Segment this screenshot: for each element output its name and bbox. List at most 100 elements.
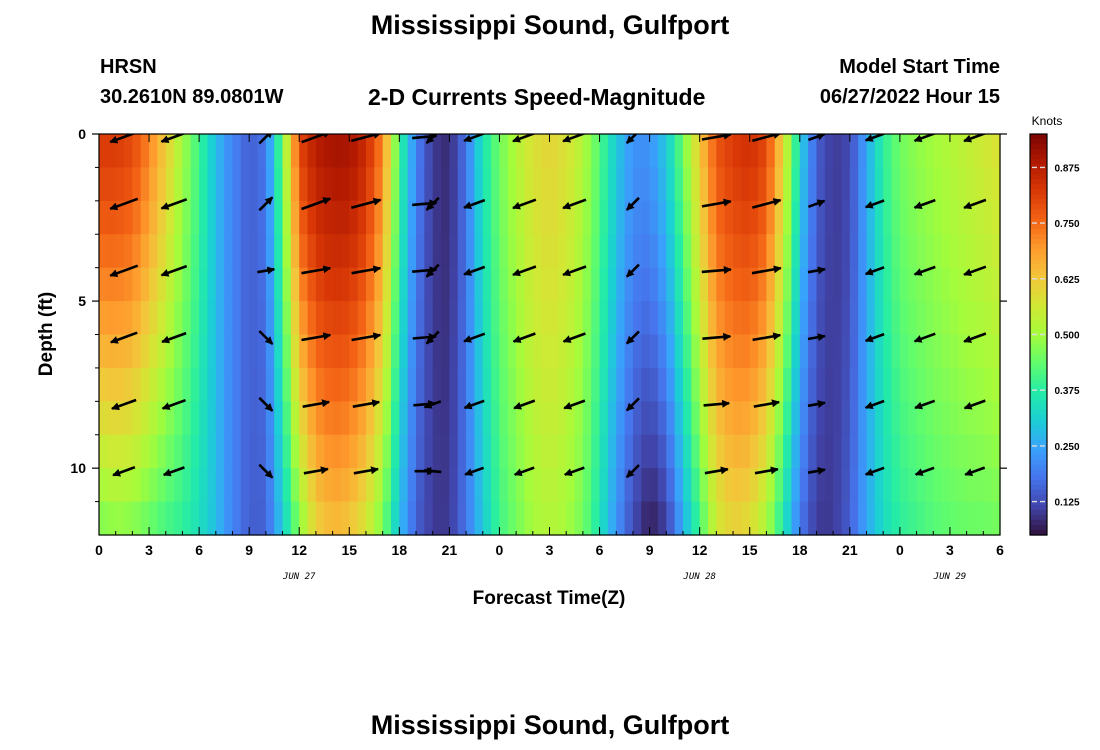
heatmap-cell bbox=[516, 367, 526, 402]
heatmap-cell bbox=[716, 434, 726, 469]
heatmap-cell bbox=[682, 267, 692, 302]
heatmap-cell bbox=[174, 501, 184, 536]
heatmap-cell bbox=[908, 200, 918, 235]
heatmap-cell bbox=[666, 301, 676, 336]
heatmap-cell bbox=[758, 468, 767, 503]
heatmap-cell bbox=[299, 334, 309, 369]
heatmap-cell bbox=[649, 200, 659, 235]
heatmap-cell bbox=[716, 234, 726, 269]
heatmap-cell bbox=[516, 267, 526, 302]
heatmap-cell bbox=[482, 434, 492, 469]
heatmap-cell bbox=[699, 434, 709, 469]
heatmap-cell bbox=[240, 267, 250, 302]
heatmap-cell bbox=[499, 267, 509, 302]
heatmap-cell bbox=[858, 234, 868, 269]
heatmap-cell bbox=[899, 401, 909, 436]
heatmap-cell bbox=[149, 401, 158, 436]
heatmap-cell bbox=[107, 301, 117, 336]
heatmap-cell bbox=[165, 468, 175, 503]
x-date-label: JUN 29 bbox=[933, 572, 967, 582]
heatmap-cell bbox=[174, 200, 184, 235]
heatmap-cell bbox=[374, 267, 384, 302]
heatmap-cell bbox=[466, 167, 476, 202]
heatmap-cell bbox=[399, 134, 409, 169]
heatmap-cell bbox=[866, 134, 876, 169]
heatmap-cell bbox=[132, 301, 142, 336]
heatmap-cell bbox=[858, 167, 868, 202]
heatmap-cell bbox=[933, 134, 943, 169]
chart-subtitle: 2-D Currents Speed-Magnitude bbox=[368, 84, 706, 110]
heatmap-cell bbox=[883, 267, 893, 302]
current-vector-arrow bbox=[625, 330, 640, 345]
heatmap-cell bbox=[482, 167, 492, 202]
heatmap-cell bbox=[741, 501, 751, 536]
heatmap-cell bbox=[299, 434, 309, 469]
colorbar-segment bbox=[1030, 394, 1047, 401]
heatmap-cell bbox=[974, 401, 984, 436]
heatmap-cell bbox=[499, 301, 509, 336]
heatmap-cell bbox=[582, 367, 592, 402]
heatmap-cell bbox=[933, 267, 943, 302]
heatmap-cell bbox=[232, 434, 242, 469]
heatmap-cell bbox=[624, 468, 634, 503]
heatmap-cell bbox=[182, 334, 192, 369]
heatmap-cell bbox=[149, 234, 158, 269]
heatmap-cell bbox=[315, 234, 325, 269]
x-tick-label: 6 bbox=[996, 542, 1004, 558]
colorbar-segment bbox=[1030, 444, 1047, 451]
heatmap-cell bbox=[157, 401, 167, 436]
heatmap-cell bbox=[641, 334, 651, 369]
heatmap-cell bbox=[541, 334, 551, 369]
heatmap-cell bbox=[374, 501, 384, 536]
heatmap-cell bbox=[691, 234, 701, 269]
heatmap-cell bbox=[582, 334, 592, 369]
heatmap-cell bbox=[416, 501, 425, 536]
heatmap-cell bbox=[607, 434, 617, 469]
current-vector-arrow bbox=[301, 265, 332, 275]
heatmap-cell bbox=[524, 434, 534, 469]
heatmap-cell bbox=[541, 200, 551, 235]
current-vector-arrow bbox=[913, 265, 936, 276]
heatmap-cell bbox=[349, 468, 359, 503]
heatmap-cell bbox=[307, 434, 317, 469]
heatmap-cell bbox=[708, 167, 717, 202]
heatmap-cell bbox=[416, 434, 425, 469]
colorbar-segment bbox=[1030, 309, 1047, 316]
heatmap-cell bbox=[249, 501, 259, 536]
heatmap-cell bbox=[215, 334, 225, 369]
heatmap-cell bbox=[457, 200, 467, 235]
heatmap-cell bbox=[140, 334, 150, 369]
heatmap-cell bbox=[499, 401, 509, 436]
heatmap-cell bbox=[290, 401, 300, 436]
heatmap-cell bbox=[207, 167, 217, 202]
heatmap-cell bbox=[307, 501, 317, 536]
heatmap-cell bbox=[841, 267, 851, 302]
heatmap-cell bbox=[699, 468, 709, 503]
heatmap-cell bbox=[924, 334, 934, 369]
heatmap-cell bbox=[833, 267, 843, 302]
heatmap-cell bbox=[457, 401, 467, 436]
heatmap-cell bbox=[991, 367, 1001, 402]
heatmap-cell bbox=[808, 367, 818, 402]
heatmap-cell bbox=[599, 167, 609, 202]
heatmap-cell bbox=[424, 200, 434, 235]
heatmap-cell bbox=[682, 367, 692, 402]
heatmap-cell bbox=[466, 301, 476, 336]
heatmap-cell bbox=[816, 200, 826, 235]
heatmap-cell bbox=[824, 134, 834, 169]
heatmap-cell bbox=[165, 401, 175, 436]
heatmap-cell bbox=[315, 434, 325, 469]
heatmap-cell bbox=[733, 501, 742, 536]
heatmap-cell bbox=[841, 501, 851, 536]
heatmap-cell bbox=[124, 234, 133, 269]
heatmap-cell bbox=[182, 167, 192, 202]
heatmap-cell bbox=[791, 167, 801, 202]
heatmap-cell bbox=[774, 334, 784, 369]
heatmap-cell bbox=[966, 401, 976, 436]
colorbar-segment bbox=[1030, 414, 1047, 421]
heatmap-cell bbox=[107, 401, 117, 436]
current-vector-arrow bbox=[463, 332, 486, 343]
heatmap-cell bbox=[824, 468, 834, 503]
heatmap-cell bbox=[549, 134, 559, 169]
station-coordinates: 30.2610N 89.0801W bbox=[100, 86, 284, 108]
